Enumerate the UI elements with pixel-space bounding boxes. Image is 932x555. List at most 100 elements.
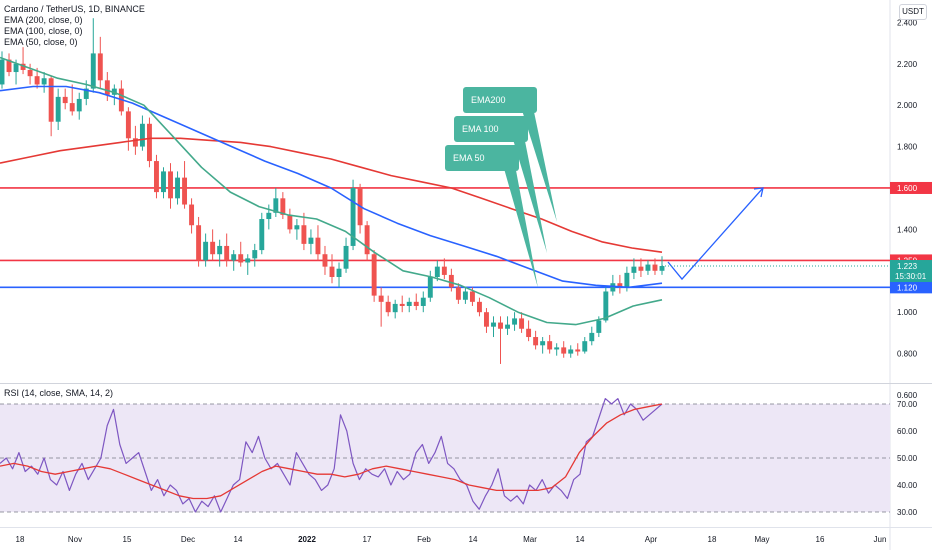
- candle-body: [350, 187, 356, 246]
- candle-body: [427, 276, 433, 298]
- candle-body: [273, 198, 279, 213]
- candle-body: [519, 318, 525, 329]
- x-tick-label: Apr: [645, 535, 658, 544]
- projection-path: [667, 187, 764, 281]
- candle-body: [476, 301, 482, 313]
- candle-body: [196, 225, 202, 261]
- y-tick-label: 1.400: [897, 225, 918, 234]
- candle-body: [182, 177, 188, 205]
- y-tick-label: 1.800: [897, 143, 918, 152]
- candle-body: [582, 341, 588, 352]
- callout-box: [463, 87, 537, 113]
- indicator-ema200-label: EMA (200, close, 0): [4, 15, 83, 25]
- callout-box: [454, 116, 528, 142]
- ema200-line: [0, 137, 663, 253]
- rsi-tick-label: 70.00: [897, 400, 918, 409]
- candle-body: [62, 96, 68, 104]
- candle-body: [69, 103, 75, 112]
- level-price-label: 1.600: [897, 184, 918, 193]
- candle-body: [617, 283, 623, 288]
- candle-body: [259, 219, 265, 251]
- rsi-tick-label: 30.00: [897, 508, 918, 517]
- candle-body: [638, 266, 644, 271]
- candle-body: [224, 245, 230, 261]
- candle-body: [624, 272, 630, 288]
- candle-body: [139, 123, 145, 147]
- candle-body: [596, 320, 602, 333]
- candle-body: [434, 266, 440, 277]
- y-tick-label: 0.600: [897, 391, 918, 400]
- candle-body: [561, 347, 567, 354]
- y-tick-label: 0.800: [897, 350, 918, 359]
- candle-body: [203, 241, 209, 261]
- candle-body: [132, 138, 138, 147]
- y-tick-label: 1.000: [897, 308, 918, 317]
- rsi-tick-label: 40.00: [897, 481, 918, 490]
- y-tick-label: 2.000: [897, 101, 918, 110]
- candle-body: [329, 266, 335, 277]
- callout-pointer: [512, 136, 547, 253]
- candle-body: [27, 69, 33, 77]
- candle-body: [217, 245, 223, 255]
- candle-body: [448, 274, 454, 288]
- x-tick-label: 15: [123, 535, 132, 544]
- candle-body: [48, 78, 54, 122]
- x-tick-label: 14: [234, 535, 243, 544]
- rsi-title: RSI (14, close, SMA, 14, 2): [4, 388, 114, 398]
- candle-body: [146, 123, 152, 162]
- candle-body: [301, 225, 307, 244]
- x-tick-label: Nov: [68, 535, 82, 544]
- candle-body: [315, 237, 321, 255]
- candle-body: [589, 332, 595, 342]
- ema50-line: [0, 56, 663, 326]
- candle-body: [90, 53, 96, 89]
- level-price-tag: [890, 281, 932, 294]
- last-price-tag: [890, 260, 932, 283]
- y-tick-label: 2.200: [897, 60, 918, 69]
- candle-body: [462, 291, 468, 300]
- callout-ema200: EMA200: [463, 87, 557, 222]
- x-tick-label: Dec: [181, 535, 195, 544]
- candle-body: [512, 318, 518, 325]
- candle-body: [336, 268, 342, 277]
- x-tick-label: Feb: [417, 535, 431, 544]
- candle-body: [280, 198, 286, 215]
- currency-badge[interactable]: USDT: [899, 4, 927, 20]
- candle-body: [378, 295, 384, 302]
- candle-body: [0, 59, 5, 85]
- rsi-tick-label: 60.00: [897, 427, 918, 436]
- candle-body: [55, 96, 61, 122]
- candle-body: [76, 98, 82, 112]
- candle-body: [406, 301, 412, 306]
- candle-body: [20, 63, 26, 70]
- candle-body: [104, 80, 110, 95]
- candle-body: [603, 291, 609, 321]
- candle-body: [175, 177, 180, 199]
- x-tick-label: Mar: [523, 535, 537, 544]
- candle-body: [505, 324, 510, 329]
- callout-label: EMA200: [471, 95, 506, 105]
- candle-body: [631, 266, 637, 273]
- candle-body: [294, 225, 300, 230]
- candle-body: [484, 312, 489, 327]
- x-tick-label: 2022: [298, 535, 316, 544]
- callout-label: EMA 50: [453, 153, 485, 163]
- x-tick-label: 16: [816, 535, 825, 544]
- x-tick-label: Jun: [874, 535, 887, 544]
- indicator-ema100-label: EMA (100, close, 0): [4, 26, 83, 36]
- candle-body: [34, 76, 40, 85]
- x-tick-label: 18: [708, 535, 717, 544]
- x-tick-label: 17: [363, 535, 372, 544]
- candle-body: [392, 303, 398, 313]
- candle-body: [252, 250, 258, 259]
- candle-body: [455, 287, 461, 300]
- callout-ema100: EMA 100: [454, 116, 547, 253]
- symbol-title: Cardano / TetherUS, 1D, BINANCE: [4, 4, 145, 14]
- candle-body: [420, 297, 426, 306]
- rsi-line: [0, 398, 663, 513]
- candle-body: [371, 254, 377, 296]
- candle-body: [364, 225, 370, 255]
- candle-body: [308, 237, 314, 244]
